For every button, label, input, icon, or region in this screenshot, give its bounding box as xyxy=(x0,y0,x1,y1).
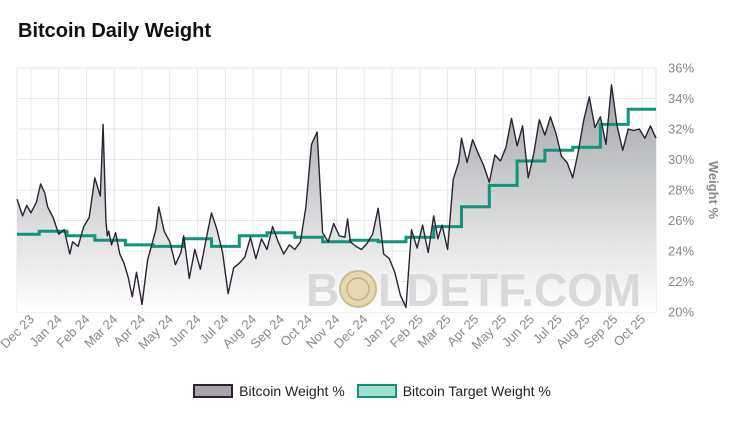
y-tick-label: 28% xyxy=(668,183,694,198)
x-tick-label: Jun 25 xyxy=(499,312,537,350)
x-tick-label: Oct 25 xyxy=(611,312,649,350)
series-lines xyxy=(16,84,657,309)
y-axis-label: Weight % xyxy=(706,161,721,220)
legend-label-weight: Bitcoin Weight % xyxy=(239,383,345,399)
coin-icon xyxy=(339,270,377,308)
bitcoin-weight-line xyxy=(16,84,657,309)
y-tick-label: 34% xyxy=(668,91,694,106)
coin-inner-icon xyxy=(346,277,370,301)
target-weight-line xyxy=(17,107,656,248)
y-tick-label: 32% xyxy=(668,122,694,137)
legend-label-target: Bitcoin Target Weight % xyxy=(402,383,551,399)
weight-area xyxy=(17,84,656,312)
y-tick-label: 24% xyxy=(668,244,694,259)
legend: Bitcoin Weight % Bitcoin Target Weight % xyxy=(0,383,744,399)
legend-swatch-target xyxy=(356,384,397,398)
legend-item-weight[interactable]: Bitcoin Weight % xyxy=(193,383,345,399)
x-tick-label: Jun 24 xyxy=(165,312,203,350)
y-tick-label: 20% xyxy=(668,305,694,320)
y-axis-ticks: 20% 22% 24% 26% 28% 30% 32% 34% 36% xyxy=(668,61,694,320)
y-tick-label: 22% xyxy=(668,274,694,289)
watermark-text-left: B xyxy=(306,264,339,316)
y-tick-label: 36% xyxy=(668,61,694,76)
chart-title: Bitcoin Daily Weight xyxy=(18,20,211,42)
watermark: B LDETF.COM xyxy=(306,264,641,316)
y-tick-label: 26% xyxy=(668,213,694,228)
legend-swatch-weight xyxy=(193,384,234,398)
y-tick-label: 30% xyxy=(668,152,694,167)
watermark-text-right: LDETF.COM xyxy=(378,264,641,316)
weight-area-fill xyxy=(17,84,656,312)
legend-item-target[interactable]: Bitcoin Target Weight % xyxy=(356,383,551,399)
